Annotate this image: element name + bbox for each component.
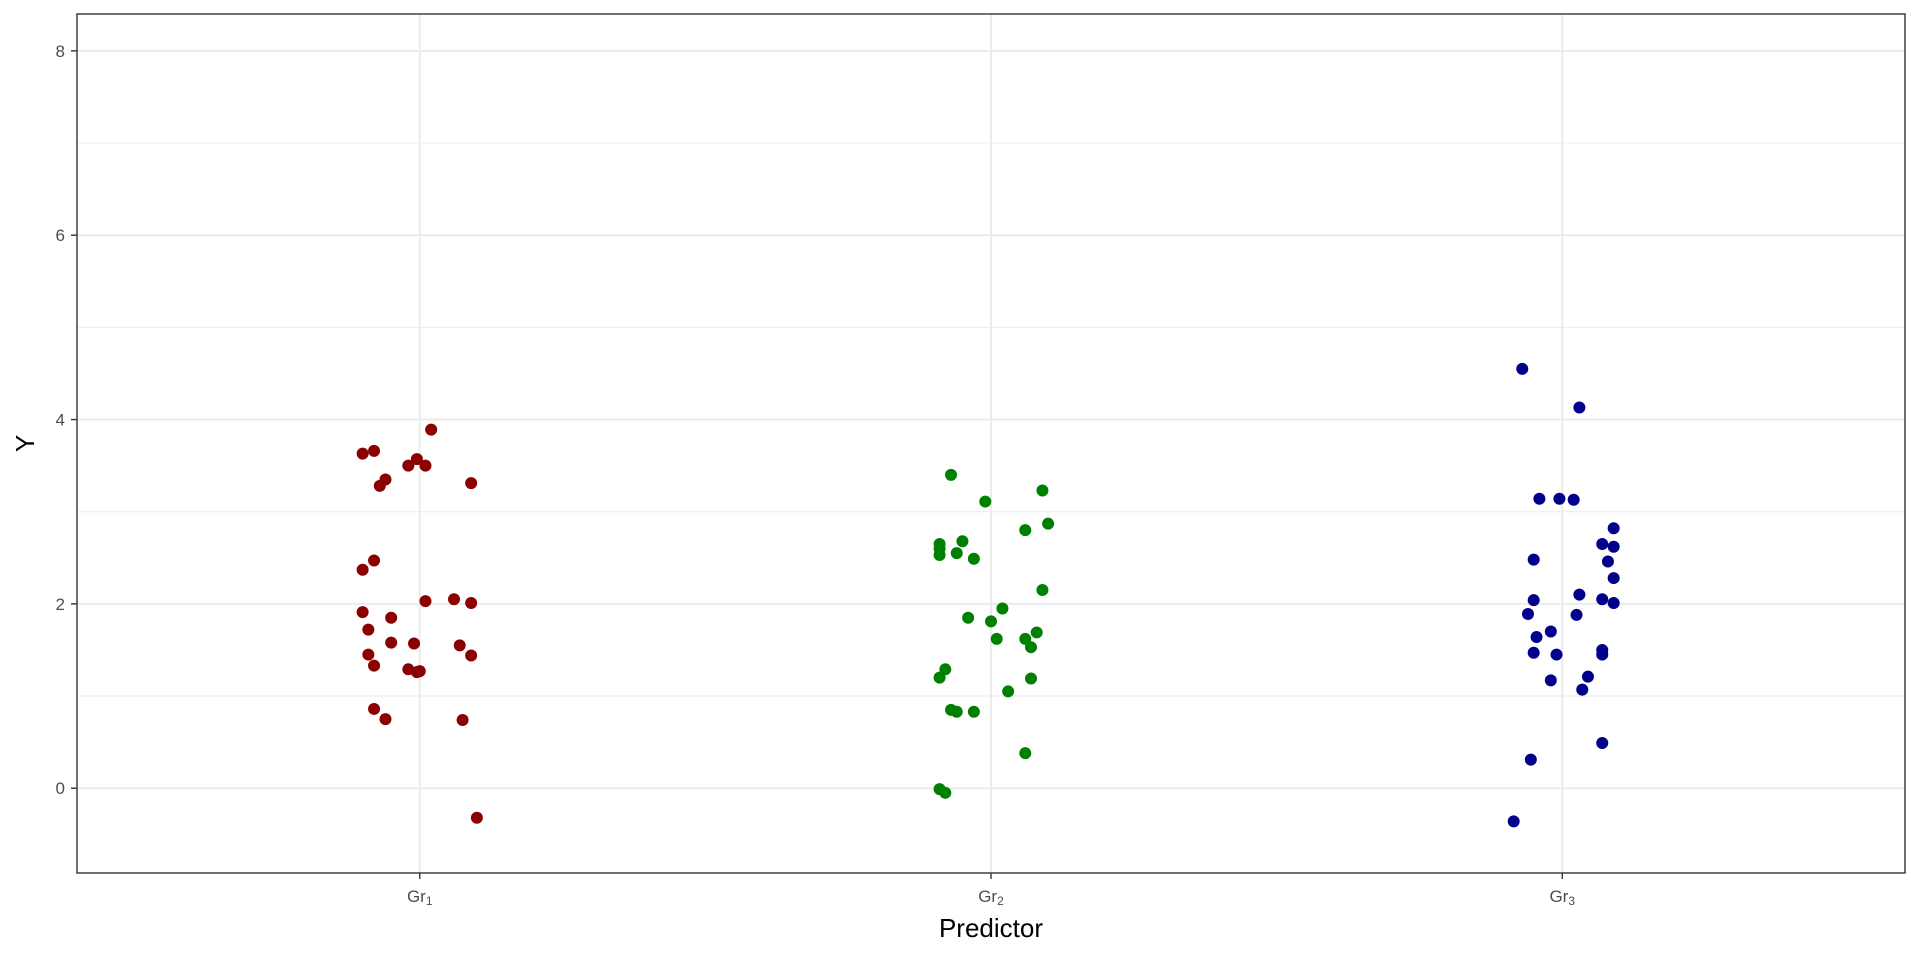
data-point-gr1 (465, 477, 478, 490)
data-point-gr1 (362, 623, 375, 636)
data-point-gr2 (950, 705, 963, 718)
data-point-gr2 (1030, 626, 1043, 639)
x-tick-label-subscript: 2 (997, 894, 1004, 908)
data-point-gr1 (368, 659, 381, 672)
data-point-gr3 (1573, 588, 1586, 601)
data-point-gr2 (962, 611, 975, 624)
data-point-gr3 (1573, 401, 1586, 414)
data-point-gr3 (1607, 596, 1620, 609)
data-point-gr2 (990, 632, 1003, 645)
data-point-gr3 (1570, 608, 1583, 621)
data-point-gr3 (1596, 537, 1609, 550)
data-point-gr3 (1596, 648, 1609, 661)
data-point-gr2 (967, 705, 980, 718)
data-point-gr3 (1550, 648, 1563, 661)
y-tick-label: 4 (56, 411, 65, 430)
data-point-gr3 (1567, 493, 1580, 506)
data-point-gr2 (933, 671, 946, 684)
data-point-gr2 (1019, 747, 1032, 760)
data-point-gr1 (408, 637, 421, 650)
data-point-gr3 (1596, 737, 1609, 750)
data-point-gr2 (1024, 641, 1037, 654)
data-point-gr1 (356, 563, 369, 576)
data-point-gr3 (1524, 753, 1537, 766)
data-point-gr3 (1576, 683, 1589, 696)
data-point-gr2 (1002, 685, 1015, 698)
data-point-gr2 (933, 549, 946, 562)
data-point-gr1 (419, 459, 432, 472)
data-point-gr3 (1581, 670, 1594, 683)
data-point-gr3 (1544, 674, 1557, 687)
data-point-gr1 (368, 444, 381, 457)
data-point-gr1 (425, 423, 438, 436)
data-point-gr2 (985, 615, 997, 628)
data-point-gr2 (945, 468, 958, 481)
data-point-gr2 (1019, 524, 1032, 537)
data-point-gr2 (967, 552, 980, 565)
data-point-gr2 (939, 786, 952, 799)
data-point-gr1 (410, 453, 423, 466)
x-axis-title: Predictor (939, 913, 1043, 943)
data-point-gr3 (1544, 625, 1557, 638)
data-point-gr2 (979, 495, 992, 508)
data-point-gr3 (1527, 553, 1540, 566)
data-point-gr3 (1607, 572, 1620, 585)
data-point-gr1 (379, 713, 392, 726)
data-point-gr3 (1521, 608, 1534, 621)
data-point-gr1 (356, 606, 369, 619)
data-point-gr1 (413, 665, 426, 678)
y-tick-label: 6 (56, 226, 65, 245)
data-point-gr1 (402, 459, 415, 472)
data-point-gr1 (456, 714, 469, 727)
data-point-gr2 (950, 547, 963, 560)
data-point-gr3 (1553, 492, 1566, 505)
data-point-gr3 (1533, 492, 1546, 505)
data-point-gr2 (1036, 584, 1049, 597)
data-point-gr1 (373, 479, 386, 492)
data-point-gr1 (448, 593, 461, 606)
data-point-gr2 (1036, 484, 1049, 497)
y-tick-label: 0 (56, 779, 65, 798)
x-tick-label-subscript: 3 (1568, 894, 1575, 908)
y-tick-label: 2 (56, 595, 65, 614)
data-point-gr1 (356, 447, 369, 460)
data-point-gr3 (1527, 646, 1540, 659)
data-point-gr2 (996, 602, 1009, 615)
data-point-gr1 (368, 702, 381, 715)
data-point-gr1 (368, 554, 381, 567)
data-point-gr3 (1596, 593, 1609, 606)
data-point-gr1 (419, 595, 432, 608)
data-point-gr3 (1601, 555, 1614, 568)
data-point-gr1 (453, 639, 466, 652)
data-point-gr2 (1024, 672, 1037, 685)
data-point-gr1 (362, 648, 375, 661)
data-point-gr1 (385, 636, 398, 649)
grid-lines (77, 14, 1905, 873)
x-tick-label-subscript: 1 (426, 894, 433, 908)
data-point-gr1 (465, 649, 478, 662)
data-point-gr3 (1607, 540, 1620, 553)
data-point-gr3 (1507, 815, 1520, 828)
data-point-gr1 (470, 811, 483, 824)
data-point-gr3 (1527, 594, 1540, 607)
data-point-gr3 (1607, 522, 1620, 535)
data-point-gr3 (1530, 631, 1543, 644)
y-axis-title: Y (10, 435, 40, 452)
data-point-gr2 (1042, 517, 1055, 530)
data-points (356, 362, 1620, 828)
data-point-gr2 (956, 535, 969, 548)
data-point-gr1 (465, 596, 478, 609)
y-tick-label: 8 (56, 42, 65, 61)
data-point-gr1 (385, 611, 398, 624)
data-point-gr3 (1516, 362, 1529, 375)
